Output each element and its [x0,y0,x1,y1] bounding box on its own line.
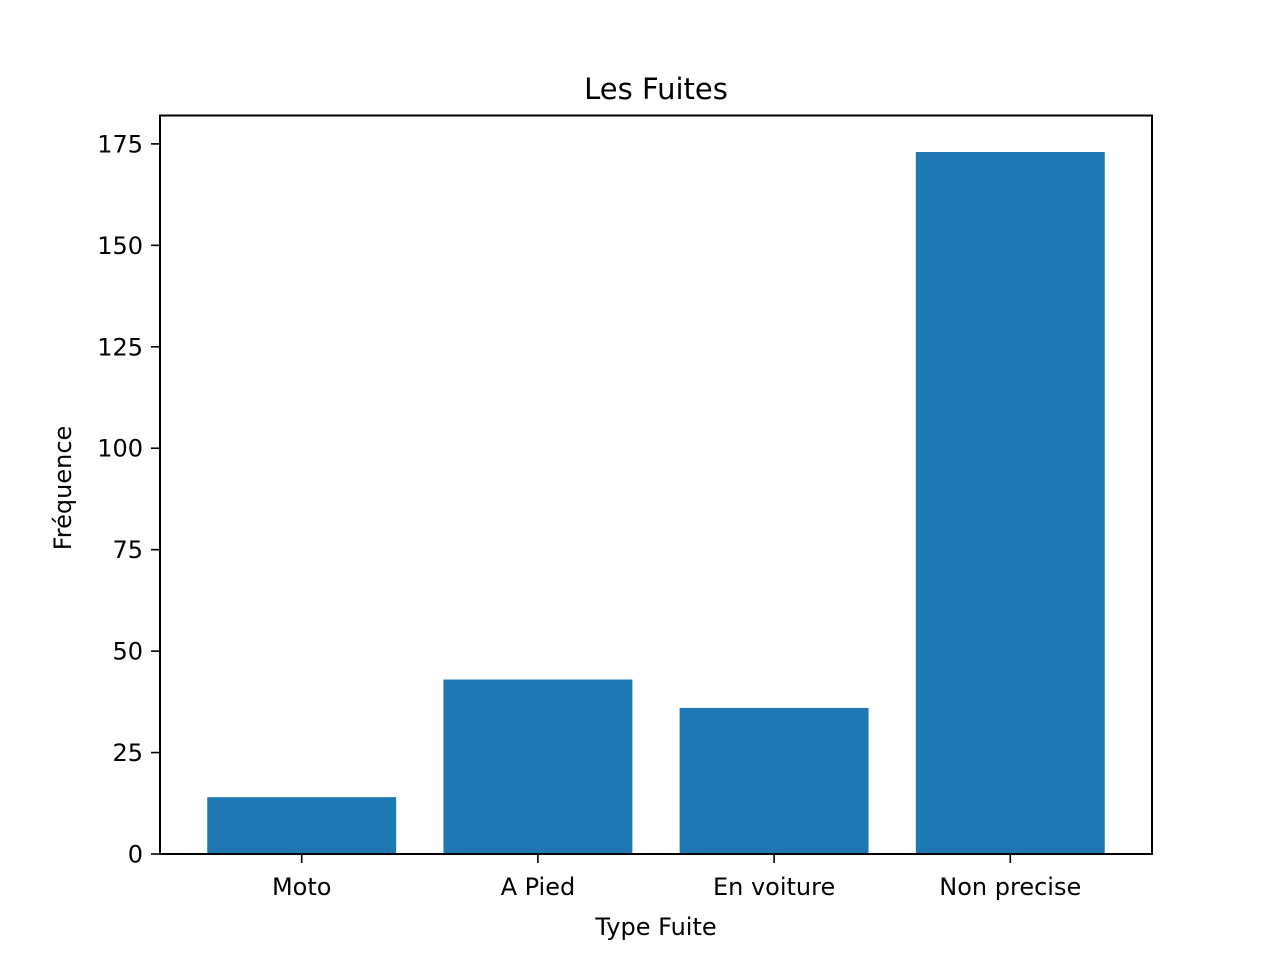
bar-a-pied [443,679,633,854]
bar-moto [207,797,397,854]
y-tick-label: 25 [112,739,143,767]
y-tick-label: 75 [112,536,143,564]
x-tick-label: A Pied [501,873,576,901]
y-tick-label: 50 [112,638,143,666]
x-tick-label: En voiture [713,873,835,901]
y-tick-label: 0 [128,841,143,869]
bars-group [207,152,1105,854]
y-tick-label: 150 [97,232,143,260]
plot-frame [159,114,1153,855]
chart-title: Les Fuites [584,72,728,106]
bar-non-precise [915,152,1105,854]
x-axis-label: Type Fuite [594,913,716,941]
y-axis-ticks: 0 25 50 75 100 125 150 175 [97,130,160,869]
x-axis-ticks: Moto A Pied En voiture Non precise [272,854,1081,901]
x-tick-label: Moto [272,873,331,901]
x-tick-label: Non precise [939,873,1081,901]
y-tick-label: 100 [97,435,143,463]
y-tick-label: 175 [97,130,143,158]
y-axis-label: Fréquence [49,426,77,551]
bar-en-voiture [679,707,869,854]
y-tick-label: 125 [97,333,143,361]
